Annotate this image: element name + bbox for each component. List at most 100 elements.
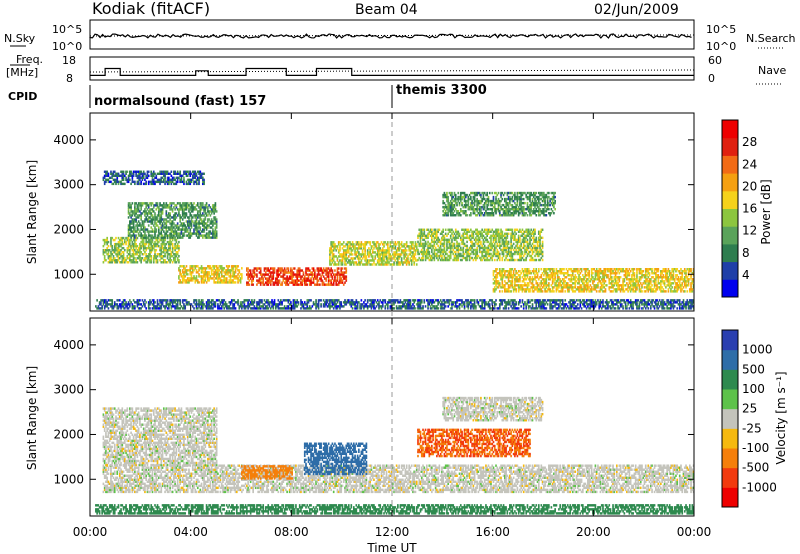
heatmap-cell (490, 252, 492, 256)
heatmap-cell (159, 202, 161, 205)
heatmap-cell (214, 269, 217, 272)
heatmap-cell (176, 301, 179, 304)
heatmap-cell (515, 244, 517, 248)
heatmap-cell (327, 281, 330, 284)
heatmap-cell (126, 261, 129, 264)
heatmap-cell (253, 271, 256, 274)
heatmap-cell (190, 214, 193, 217)
heatmap-cell (121, 255, 124, 258)
heatmap-cell (555, 301, 558, 304)
heatmap-cell (257, 301, 260, 304)
heatmap-cell (297, 271, 300, 274)
heatmap-cell (643, 299, 646, 302)
heatmap-cell (258, 267, 261, 270)
heatmap-cell (150, 301, 153, 304)
heatmap-cell (509, 228, 511, 231)
heatmap-cell (486, 252, 489, 256)
heatmap-cell (561, 301, 564, 304)
heatmap-cell (208, 236, 210, 239)
heatmap-cell (381, 259, 384, 262)
heatmap-cell (271, 299, 273, 302)
heatmap-cell (666, 305, 668, 308)
heatmap-cell (332, 279, 335, 282)
heatmap-cell (334, 275, 336, 278)
heatmap-cell (134, 204, 136, 207)
heatmap-cell (371, 257, 374, 260)
heatmap-cell (451, 250, 453, 254)
heatmap-cell (273, 299, 276, 302)
heatmap-cell (152, 218, 155, 221)
heatmap-cell (541, 299, 544, 302)
heatmap-cell (441, 258, 443, 262)
heatmap-cell (386, 243, 389, 246)
heatmap-cell (325, 271, 327, 274)
heatmap-cell (431, 250, 433, 254)
heatmap-cell (126, 250, 129, 254)
heatmap-cell (383, 299, 385, 302)
heatmap-cell (395, 299, 398, 302)
heatmap-cell (214, 277, 217, 280)
heatmap-cell (412, 303, 414, 306)
heatmap-cell (135, 208, 137, 211)
heatmap-cell (409, 257, 412, 260)
heatmap-cell (510, 242, 512, 246)
cpid-label: CPID (8, 90, 37, 103)
heatmap-cell (205, 202, 208, 205)
heatmap-cell (427, 240, 429, 244)
heatmap-cell (276, 271, 278, 274)
heatmap-cell (656, 299, 658, 302)
heatmap-cell (527, 244, 530, 248)
heatmap-cell (376, 299, 379, 302)
heatmap-cell (184, 307, 187, 310)
heatmap-cell (462, 234, 465, 238)
heatmap-cell (410, 247, 413, 250)
heatmap-cell (427, 244, 429, 248)
heatmap-cell (134, 220, 136, 223)
heatmap-cell (459, 299, 462, 302)
heatmap-cell (520, 252, 523, 256)
heatmap-cell (208, 204, 210, 207)
heatmap-cell (132, 212, 135, 215)
heatmap-cell (510, 256, 512, 260)
heatmap-cell (584, 305, 587, 308)
heatmap-cell (161, 236, 164, 239)
heatmap-cell (228, 269, 231, 272)
heatmap-cell (131, 244, 134, 248)
heatmap-cell (431, 258, 433, 262)
heatmap-cell (300, 303, 302, 306)
heatmap-cell (414, 299, 417, 302)
heatmap-cell (208, 210, 210, 213)
heatmap-cell (368, 251, 370, 254)
heatmap-cell (332, 273, 335, 276)
heatmap-cell (336, 245, 339, 248)
heatmap-cell (369, 259, 372, 262)
heatmap-cell (457, 258, 460, 262)
heatmap-cell (336, 279, 339, 282)
heatmap-cell (287, 307, 290, 310)
heatmap-cell (463, 307, 466, 310)
heatmap-cell (482, 230, 485, 234)
heatmap-cell (178, 208, 180, 211)
heatmap-cell (522, 307, 525, 310)
heatmap-cell (266, 299, 268, 302)
heatmap-cell (493, 236, 496, 240)
heatmap-cell (543, 299, 545, 302)
heatmap-cell (443, 303, 446, 306)
heatmap-cell (378, 251, 380, 254)
heatmap-cell (467, 236, 470, 240)
heatmap-cell (296, 283, 299, 286)
heatmap-cell (692, 301, 694, 304)
heatmap-cell (146, 230, 149, 233)
heatmap-cell (322, 269, 325, 272)
heatmap-cell (320, 269, 322, 272)
heatmap-cell (449, 299, 452, 302)
heatmap-cell (540, 301, 543, 304)
heatmap-cell (130, 238, 132, 242)
heatmap-cell (212, 208, 214, 211)
heatmap-cell (329, 303, 331, 306)
heatmap-cell (497, 236, 500, 240)
heatmap-cell (363, 245, 365, 248)
heatmap-cell (604, 301, 607, 304)
heatmap-cell (174, 255, 176, 258)
heatmap-cell (419, 299, 422, 302)
